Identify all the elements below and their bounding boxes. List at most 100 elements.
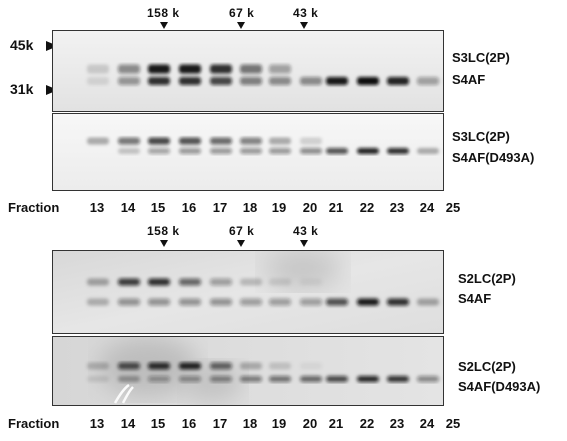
fraction-number: 25 (445, 200, 461, 215)
blot-1-bands (87, 64, 439, 85)
fraction-label-bottom: Fraction (8, 416, 60, 431)
blot-4-bands (87, 362, 439, 382)
band (269, 137, 291, 145)
band (240, 278, 262, 286)
band (148, 137, 170, 145)
band (118, 278, 140, 286)
band (269, 64, 291, 74)
band (87, 77, 109, 85)
band (148, 64, 170, 74)
band (179, 298, 201, 306)
size-marker-arrow-158k-bottom (160, 240, 168, 247)
mw-label-31k: 31k (10, 81, 34, 97)
blot-3-bands (87, 278, 439, 306)
band (326, 77, 348, 85)
fraction-number: 19 (271, 416, 287, 431)
band (417, 77, 439, 85)
band (326, 148, 348, 154)
band (269, 362, 291, 370)
band (118, 137, 140, 145)
fraction-number: 14 (120, 416, 136, 431)
band (118, 64, 140, 74)
fraction-number: 18 (242, 416, 258, 431)
fraction-number: 20 (302, 200, 318, 215)
band (240, 376, 262, 382)
band (210, 298, 232, 306)
fraction-number: 20 (302, 416, 318, 431)
fraction-number: 22 (359, 200, 375, 215)
band (387, 77, 409, 85)
band (240, 77, 262, 85)
fraction-number: 13 (89, 416, 105, 431)
fraction-number: 23 (389, 200, 405, 215)
band (417, 376, 439, 382)
band (240, 148, 262, 154)
fraction-number: 21 (328, 200, 344, 215)
band (269, 77, 291, 85)
blot-4-scratch (113, 383, 134, 404)
band (269, 278, 291, 286)
band (118, 77, 140, 85)
band (179, 278, 201, 286)
size-marker-43k-bottom: 43 k (293, 224, 319, 238)
band (387, 148, 409, 154)
band (148, 298, 170, 306)
band (148, 77, 170, 85)
blot-panel-2 (52, 113, 444, 191)
fraction-number: 17 (212, 416, 228, 431)
blot-3-lower-label: S4AF (458, 291, 492, 306)
band (269, 376, 291, 382)
fraction-number: 22 (359, 416, 375, 431)
band (87, 298, 109, 306)
fraction-number: 17 (212, 200, 228, 215)
band (269, 148, 291, 154)
size-marker-arrow-158k (160, 22, 168, 29)
band (240, 362, 262, 370)
band (179, 376, 201, 382)
band (326, 298, 348, 306)
fraction-number: 13 (89, 200, 105, 215)
blot-3-upper-label: S2LC(2P) (458, 271, 516, 286)
mw-label-45k: 45k (10, 37, 34, 53)
blot-4-svg (53, 337, 443, 405)
band (210, 362, 232, 370)
band (300, 298, 322, 306)
fraction-label-top: Fraction (8, 200, 60, 215)
size-marker-67k-bottom: 67 k (229, 224, 255, 238)
size-marker-arrow-67k (237, 22, 245, 29)
blot-2-upper-label: S3LC(2P) (452, 129, 510, 144)
band (148, 362, 170, 370)
band (179, 362, 201, 370)
blot-2-bands (87, 137, 439, 154)
blot-1-svg (53, 31, 443, 111)
band (148, 148, 170, 154)
blot-panel-1 (52, 30, 444, 112)
band (300, 376, 322, 382)
band (240, 298, 262, 306)
band (179, 137, 201, 145)
band (210, 148, 232, 154)
blot-panel-3 (52, 250, 444, 334)
band (148, 376, 170, 382)
fraction-number: 24 (419, 416, 435, 431)
size-marker-arrow-43k (300, 22, 308, 29)
band (87, 376, 109, 382)
fraction-number: 15 (150, 416, 166, 431)
band (179, 148, 201, 154)
band (148, 278, 170, 286)
blot-4-lower-label: S4AF(D493A) (458, 379, 541, 394)
band (118, 148, 140, 154)
band (210, 376, 232, 382)
fraction-number: 18 (242, 200, 258, 215)
mw-arrows (46, 41, 58, 95)
band (210, 77, 232, 85)
band (326, 376, 348, 382)
band (300, 362, 322, 370)
band (179, 64, 201, 74)
size-marker-arrow-43k-bottom (300, 240, 308, 247)
fraction-number: 21 (328, 416, 344, 431)
size-marker-67k: 67 k (229, 6, 255, 20)
blot-panel-4 (52, 336, 444, 406)
band (179, 77, 201, 85)
size-marker-158k: 158 k (147, 6, 180, 20)
